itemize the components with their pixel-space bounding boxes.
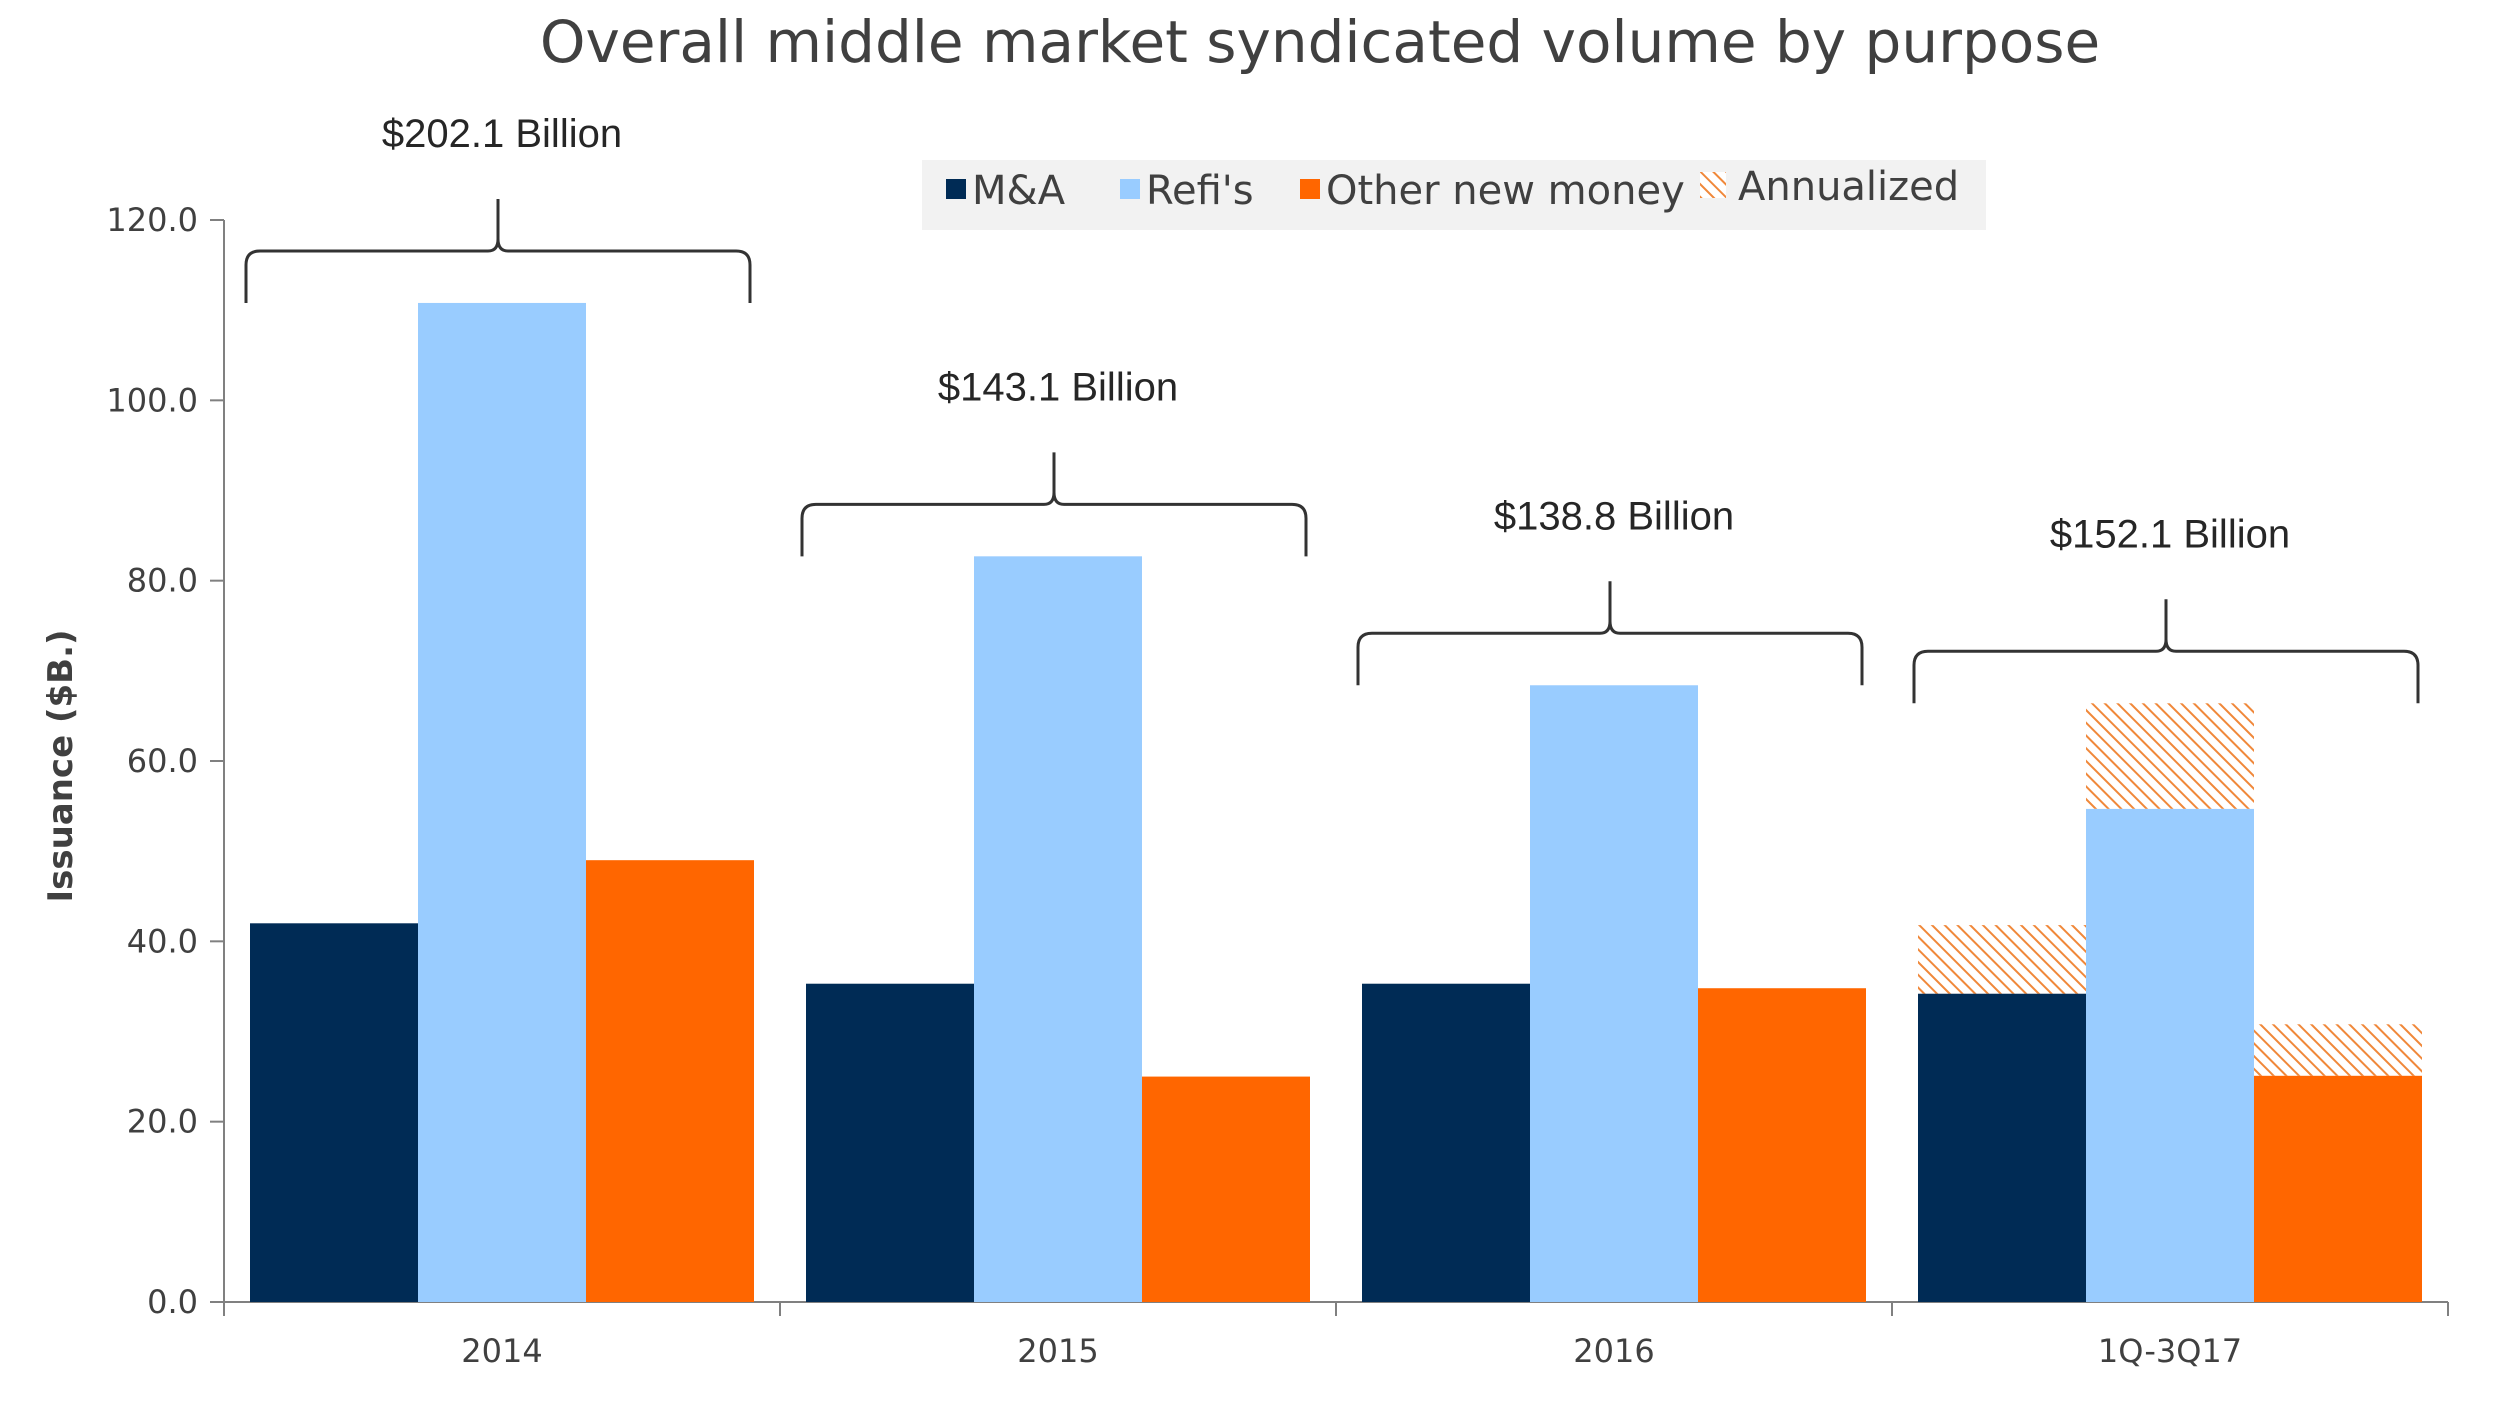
y-tick-label: 80.0 [127,562,198,600]
y-tick-label: 20.0 [127,1103,198,1141]
bar-annualized-refi-s-1q-3q17 [2086,703,2254,809]
bar-m-a-2016 [1362,983,1530,1302]
x-tick-label: 2014 [461,1332,542,1370]
bar-refi-s-1q-3q17 [2086,808,2254,1302]
y-tick-label: 40.0 [127,922,198,960]
y-tick-label: 100.0 [106,381,198,419]
x-tick-label: 2015 [1017,1332,1098,1370]
bar-refi-s-2015 [974,556,1142,1302]
legend-label-ma: M&A [972,168,1066,214]
legend-label-other: Other new money [1326,168,1685,214]
total-label-2015: $143.1 Billion [938,365,1178,409]
total-label-2014: $202.1 Billion [382,112,622,156]
legend-swatch-other [1300,179,1320,199]
bar-other-new-money-2015 [1142,1076,1310,1302]
x-tick-label: 2016 [1573,1332,1654,1370]
chart-title: Overall middle market syndicated volume … [540,8,2100,76]
total-brace-2015 [800,452,1308,557]
bar-other-new-money-2016 [1698,988,1866,1302]
y-axis-title: Issuance ($B.) [41,629,81,902]
total-label-1q-3q17: $152.1 Billion [2050,512,2290,556]
bar-refi-s-2014 [418,302,586,1302]
bar-other-new-money-2014 [586,860,754,1302]
total-brace-2016 [1356,581,1864,686]
legend-swatch-refis [1120,179,1140,199]
bar-m-a-2015 [806,983,974,1302]
x-tick-label: 1Q-3Q17 [2098,1332,2242,1370]
y-tick-label: 120.0 [106,201,198,239]
bar-refi-s-2016 [1530,685,1698,1302]
plot-area: 0.0 20.0 40.0 60.0 80.0 100.0 120.0 2014 $202.1 … [106,112,2449,1370]
bar-other-new-money-1q-3q17 [2254,1075,2422,1302]
bar-m-a-1q-3q17 [1918,993,2086,1302]
bar-m-a-2014 [250,923,418,1302]
y-tick-label: 0.0 [147,1283,198,1321]
legend-background [922,160,1986,230]
legend-swatch-annualized [1700,172,1726,198]
bar-annualized-other-new-money-1q-3q17 [2254,1024,2422,1076]
legend-label-annualized: Annualized [1738,164,1959,210]
total-brace-1q-3q17 [1912,599,2420,704]
legend: M&A Refi's Other new money Annualized [922,160,1986,230]
legend-label-refis: Refi's [1146,168,1254,214]
y-tick-label: 60.0 [127,742,198,780]
legend-swatch-ma [946,179,966,199]
bar-annualized-m-a-1q-3q17 [1918,925,2086,994]
total-label-2016: $138.8 Billion [1494,494,1734,538]
total-brace-2014 [244,198,752,303]
